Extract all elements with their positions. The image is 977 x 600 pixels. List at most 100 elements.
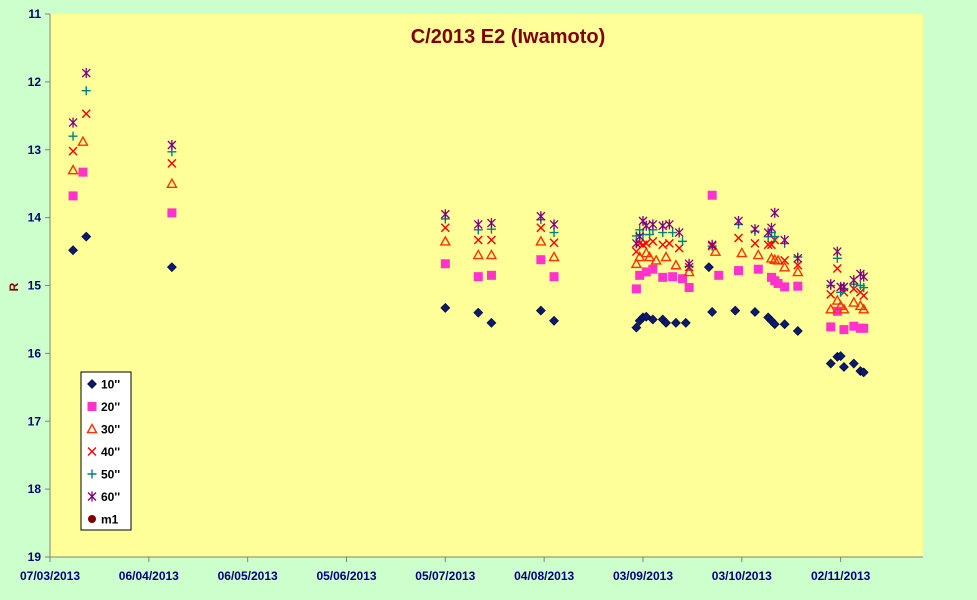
y-tick-label: 14 — [28, 211, 42, 225]
data-point — [535, 305, 546, 316]
data-point — [714, 270, 724, 280]
data-point — [859, 271, 869, 282]
data-point — [473, 272, 483, 282]
data-point — [792, 265, 804, 277]
data-point — [849, 284, 859, 294]
data-point — [167, 158, 177, 168]
data-point — [439, 235, 452, 246]
data-point — [779, 319, 790, 330]
data-point — [839, 325, 849, 335]
y-axis-ticks: 11 12 13 14 15 16 17 18 19 — [28, 7, 50, 564]
legend-marker — [87, 402, 97, 411]
data-point — [549, 238, 559, 248]
data-point — [793, 260, 803, 270]
legend-label: 50'' — [101, 468, 120, 482]
legend-entry: 60'' — [87, 490, 120, 504]
data-point — [848, 358, 859, 369]
legend-label: 60'' — [101, 490, 120, 504]
data-point — [683, 265, 695, 277]
legend-marker — [87, 379, 97, 389]
data-point — [674, 227, 684, 238]
data-point — [859, 323, 869, 333]
data-point — [440, 259, 450, 269]
y-tick-label: 16 — [28, 346, 42, 360]
x-tick-label: 03/09/2013 — [613, 569, 673, 583]
data-point — [707, 239, 717, 250]
data-point — [750, 224, 760, 235]
legend-entry: 40'' — [87, 445, 120, 459]
legend-box — [80, 371, 132, 531]
data-point — [660, 251, 672, 262]
data-point — [671, 317, 681, 328]
data-point — [858, 303, 870, 314]
data-point — [440, 223, 450, 233]
data-point — [736, 246, 748, 258]
data-point — [68, 131, 78, 141]
data-point — [772, 254, 784, 265]
data-point — [825, 303, 837, 314]
data-point — [684, 258, 694, 269]
data-point — [707, 307, 718, 317]
data-point — [703, 262, 714, 273]
data-point — [77, 135, 89, 146]
data-point — [549, 315, 559, 326]
data-point — [773, 278, 783, 288]
series-2 — [68, 167, 869, 335]
legend-entry: 30'' — [86, 423, 120, 437]
legend-entry: m1 — [88, 513, 119, 527]
legend-marker — [87, 447, 97, 456]
y-tick-label: 17 — [28, 414, 42, 428]
legend-label: 10'' — [101, 378, 120, 392]
data-point — [848, 296, 860, 307]
y-tick-label: 13 — [28, 143, 42, 157]
data-point — [839, 281, 849, 292]
data-point — [780, 255, 790, 265]
data-point — [826, 279, 836, 290]
data-point — [81, 109, 91, 119]
legend-entry: 20'' — [87, 400, 120, 414]
data-point — [730, 305, 741, 316]
legend-marker — [86, 423, 98, 434]
data-point — [641, 238, 651, 248]
data-point — [536, 223, 546, 233]
data-point — [658, 272, 668, 282]
legend-marker — [87, 469, 97, 479]
data-point — [734, 216, 743, 227]
data-point — [630, 257, 643, 269]
data-point — [167, 208, 177, 218]
data-point — [68, 191, 78, 201]
data-point — [750, 238, 760, 248]
data-point — [792, 326, 803, 336]
data-point — [486, 270, 496, 280]
data-point — [831, 294, 844, 305]
data-point — [664, 219, 674, 230]
data-point — [549, 272, 559, 282]
data-point — [485, 249, 498, 260]
data-point — [167, 139, 177, 150]
data-point — [832, 264, 842, 274]
legend-entry: 10'' — [87, 378, 120, 392]
data-point — [548, 251, 560, 262]
series-3 — [67, 135, 870, 314]
x-tick-label: 04/08/2013 — [514, 569, 574, 583]
data-point — [766, 240, 776, 250]
data-point — [668, 228, 678, 238]
x-tick-label: 07/03/2013 — [20, 569, 80, 583]
data-point — [536, 211, 546, 222]
data-point — [440, 209, 450, 220]
data-point — [473, 219, 483, 230]
data-point — [859, 283, 869, 293]
legend-label: 40'' — [101, 445, 120, 459]
data-point — [631, 247, 641, 257]
x-tick-label: 02/11/2013 — [811, 569, 871, 583]
data-point — [67, 164, 79, 175]
legend-entry: 50'' — [87, 468, 120, 482]
data-point — [549, 228, 559, 238]
y-tick-label: 12 — [28, 75, 42, 89]
data-point — [678, 274, 688, 284]
data-point — [664, 238, 674, 248]
data-point — [778, 261, 791, 272]
data-points — [67, 68, 870, 378]
data-point — [635, 231, 645, 242]
data-point — [473, 235, 483, 245]
